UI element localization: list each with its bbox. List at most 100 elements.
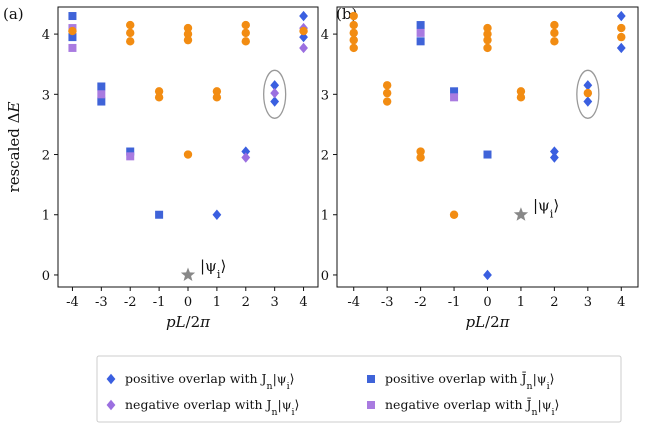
- x-tick-label: -3: [95, 295, 108, 310]
- y-tick-label: 1: [42, 209, 50, 224]
- data-point-negative_Jbar: [416, 28, 425, 37]
- data-point-orange: [516, 87, 526, 96]
- data-point-positive_J: [549, 152, 559, 163]
- data-point-positive_J: [616, 42, 626, 54]
- state-annotation: |ψi⟩: [533, 197, 559, 221]
- data-point-orange: [382, 88, 392, 98]
- data-point-orange: [483, 29, 492, 39]
- initial-state-star: [180, 267, 196, 282]
- x-axis-label: pL/2π: [166, 313, 211, 331]
- data-point-positive_Jbar: [126, 147, 135, 156]
- data-point-positive_J: [299, 10, 308, 22]
- data-point-orange: [349, 35, 358, 45]
- data-point-orange: [183, 150, 193, 159]
- data-point-positive_J: [616, 10, 626, 22]
- data-point-orange: [382, 97, 392, 106]
- x-axis-label: pL/2π: [465, 313, 510, 331]
- data-point-orange: [183, 23, 193, 33]
- legend-entry: positive overlap with Jn|ψi⟩: [125, 371, 294, 392]
- legend: positive overlap with Jn|ψi⟩ negative ove…: [96, 355, 622, 423]
- data-point-positive_J: [241, 146, 251, 157]
- x-tick-label: 1: [517, 295, 525, 310]
- x-tick-label: 4: [617, 295, 625, 310]
- legend-marker: [367, 375, 375, 383]
- x-tick-label: -4: [347, 295, 360, 310]
- data-point-positive_J: [483, 269, 492, 281]
- data-point-orange: [299, 26, 308, 36]
- state-annotation: |ψi⟩: [200, 257, 226, 281]
- legend-entry: negative overlap with Jn|ψi⟩: [125, 397, 299, 418]
- data-point-orange: [483, 23, 492, 33]
- data-point-orange: [349, 43, 358, 53]
- x-tick-label: 4: [299, 295, 307, 310]
- data-point-positive_Jbar: [416, 21, 425, 30]
- data-point-orange: [183, 29, 193, 39]
- data-point-orange: [617, 23, 626, 33]
- y-axis-label: rescaled ΔE: [5, 101, 23, 192]
- plot-frame: [57, 6, 319, 288]
- data-point-positive_Jbar: [450, 87, 459, 96]
- x-tick-label: 3: [271, 295, 279, 310]
- data-point-orange: [241, 20, 250, 30]
- x-tick-label: -2: [414, 295, 427, 310]
- panel-a: (a) -4 -3 -2 -1 0 1 2 3 4 0 1 2 3 4 pL/2π rescaled ΔE |ψi…: [3, 5, 319, 331]
- y-tick-label: 0: [42, 269, 50, 284]
- y-tick-label: 2: [321, 149, 329, 164]
- data-point-negative_Jbar: [68, 43, 77, 52]
- x-tick-label: -3: [381, 295, 394, 310]
- legend-entry: negative overlap with J̄n|ψi⟩: [385, 397, 559, 418]
- x-tick-label: 2: [550, 295, 558, 310]
- y-tick-label: 4: [42, 28, 50, 43]
- data-point-orange: [382, 81, 392, 90]
- data-point-orange: [550, 28, 559, 38]
- highlight-ellipse: [576, 69, 600, 119]
- data-point-orange: [126, 20, 135, 30]
- y-tick-label: 2: [42, 149, 50, 164]
- y-tick-label: 0: [321, 269, 329, 284]
- data-point-positive_J: [270, 96, 280, 107]
- data-point-orange: [416, 147, 425, 156]
- x-tick-label: 1: [213, 295, 221, 310]
- data-point-orange: [241, 28, 250, 38]
- data-point-positive_Jbar: [155, 210, 164, 219]
- x-tick-label: 3: [584, 295, 592, 310]
- legend-marker: [106, 373, 116, 385]
- data-point-orange: [516, 93, 526, 102]
- data-point-negative_J: [299, 42, 308, 54]
- data-point-positive_Jbar: [97, 97, 106, 106]
- data-point-negative_Jbar: [450, 93, 459, 102]
- data-point-orange: [241, 37, 250, 46]
- data-point-positive_J: [270, 80, 280, 91]
- x-tick-label: 0: [483, 295, 491, 310]
- legend-frame: [96, 355, 622, 423]
- legend-marker: [367, 401, 375, 409]
- data-point-orange: [212, 93, 222, 102]
- data-point-positive_Jbar: [68, 33, 77, 42]
- x-tick-label: 2: [242, 295, 250, 310]
- data-point-negative_J: [270, 87, 280, 99]
- y-tick-label: 4: [321, 28, 329, 43]
- data-point-positive_Jbar: [416, 37, 425, 46]
- data-point-orange: [126, 28, 135, 38]
- data-point-positive_J: [583, 80, 593, 91]
- data-point-positive_J: [212, 209, 222, 220]
- legend-entry: positive overlap with J̄n|ψi⟩: [385, 371, 554, 392]
- data-point-negative_Jbar: [126, 152, 135, 161]
- y-tick-label: 1: [321, 209, 329, 224]
- data-point-negative_Jbar: [97, 90, 106, 99]
- y-tick-label: 3: [321, 88, 329, 103]
- x-tick-label: 0: [184, 295, 192, 310]
- data-point-positive_Jbar: [68, 12, 77, 21]
- data-point-positive_Jbar: [97, 82, 106, 91]
- data-point-orange: [416, 153, 425, 162]
- data-point-orange: [483, 35, 492, 45]
- data-point-negative_J: [241, 152, 251, 163]
- data-point-orange: [583, 88, 593, 98]
- data-point-orange: [550, 37, 559, 46]
- data-point-positive_J: [583, 96, 593, 107]
- highlight-ellipse: [263, 69, 287, 119]
- data-point-orange: [154, 93, 164, 102]
- x-tick-label: -2: [124, 295, 137, 310]
